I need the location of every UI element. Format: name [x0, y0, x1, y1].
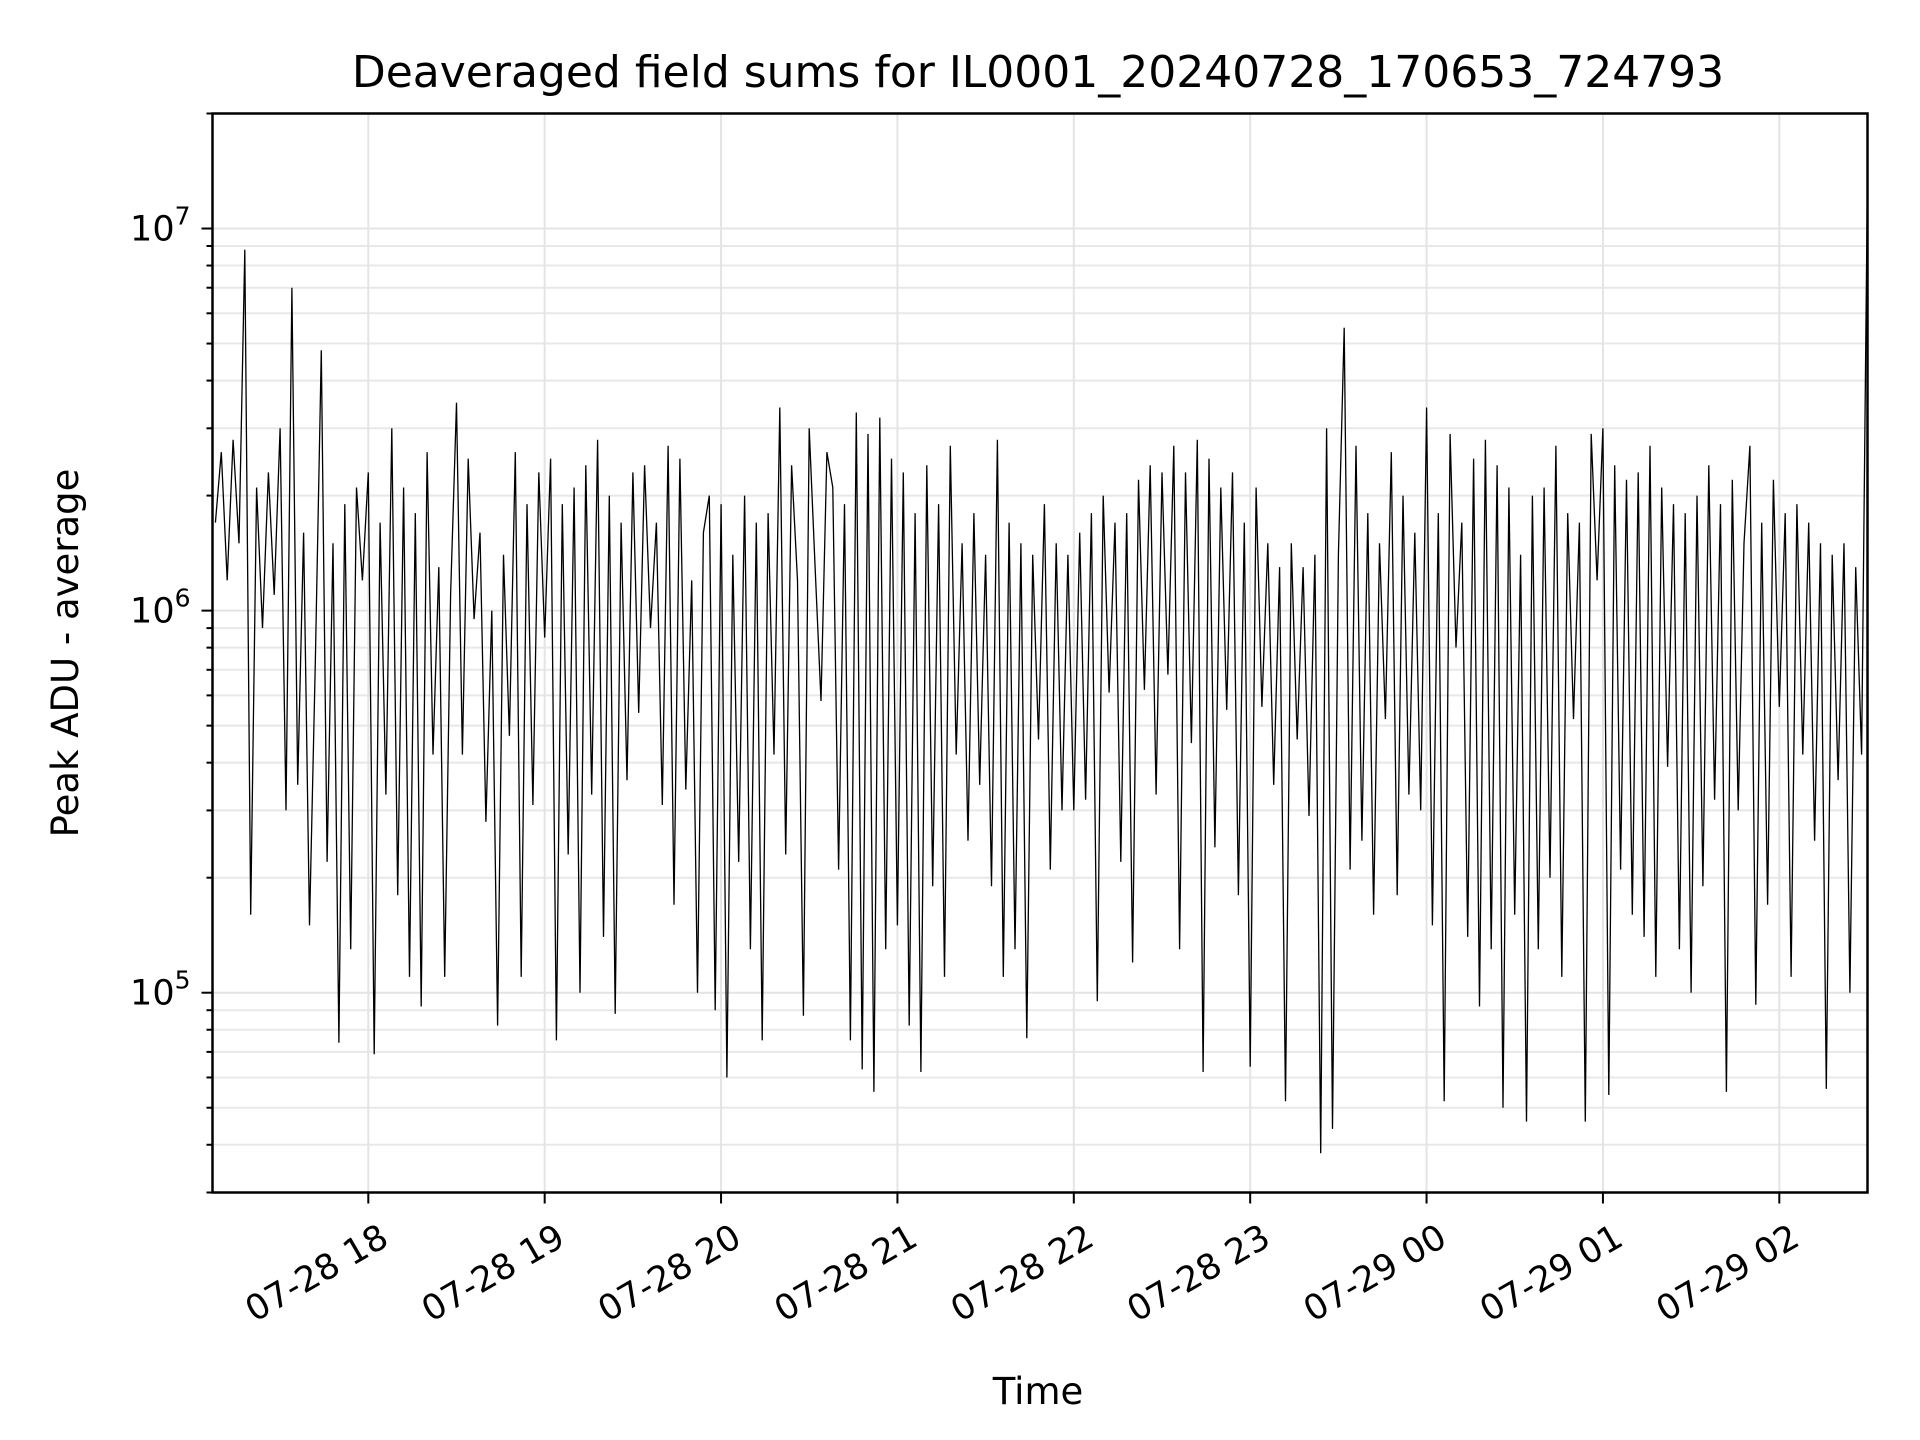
series-layer: [214, 172, 1869, 1154]
series-line: [214, 172, 1869, 1154]
y-tick-label-exponent: 6: [175, 584, 191, 613]
y-tick-label-base: 10: [130, 974, 175, 1014]
y-tick-label: 107: [130, 202, 190, 250]
x-tick-label: 07-28 23: [1121, 1217, 1277, 1330]
x-tick-label: 07-29 00: [1297, 1217, 1453, 1330]
x-tick-label: 07-28 20: [592, 1217, 748, 1330]
y-tick-label-exponent: 7: [175, 202, 191, 231]
x-tick-label: 07-29 01: [1474, 1217, 1630, 1330]
y-tick-label: 106: [130, 584, 190, 632]
x-tick-label: 07-28 18: [239, 1217, 395, 1330]
y-axis-label: Peak ADU - average: [44, 469, 87, 838]
chart-title: Deaveraged field sums for IL0001_2024072…: [352, 47, 1724, 98]
x-tick-label: 07-28 21: [768, 1217, 924, 1330]
y-tick-label-base: 10: [130, 210, 175, 250]
x-tick-label: 07-28 19: [415, 1217, 571, 1330]
x-axis: 07-28 18 07-28 19 07-28 20 07-28 21 07-28 22…: [239, 1192, 1806, 1330]
x-tick-label: 07-29 02: [1650, 1217, 1806, 1330]
x-tick-label: 07-28 22: [944, 1217, 1100, 1330]
x-axis-label: Time: [992, 1370, 1084, 1413]
plot-frame: [211, 112, 1869, 1194]
y-tick-label-base: 10: [130, 592, 175, 632]
y-tick-label: 105: [130, 966, 190, 1014]
y-tick-label-exponent: 5: [175, 966, 191, 995]
